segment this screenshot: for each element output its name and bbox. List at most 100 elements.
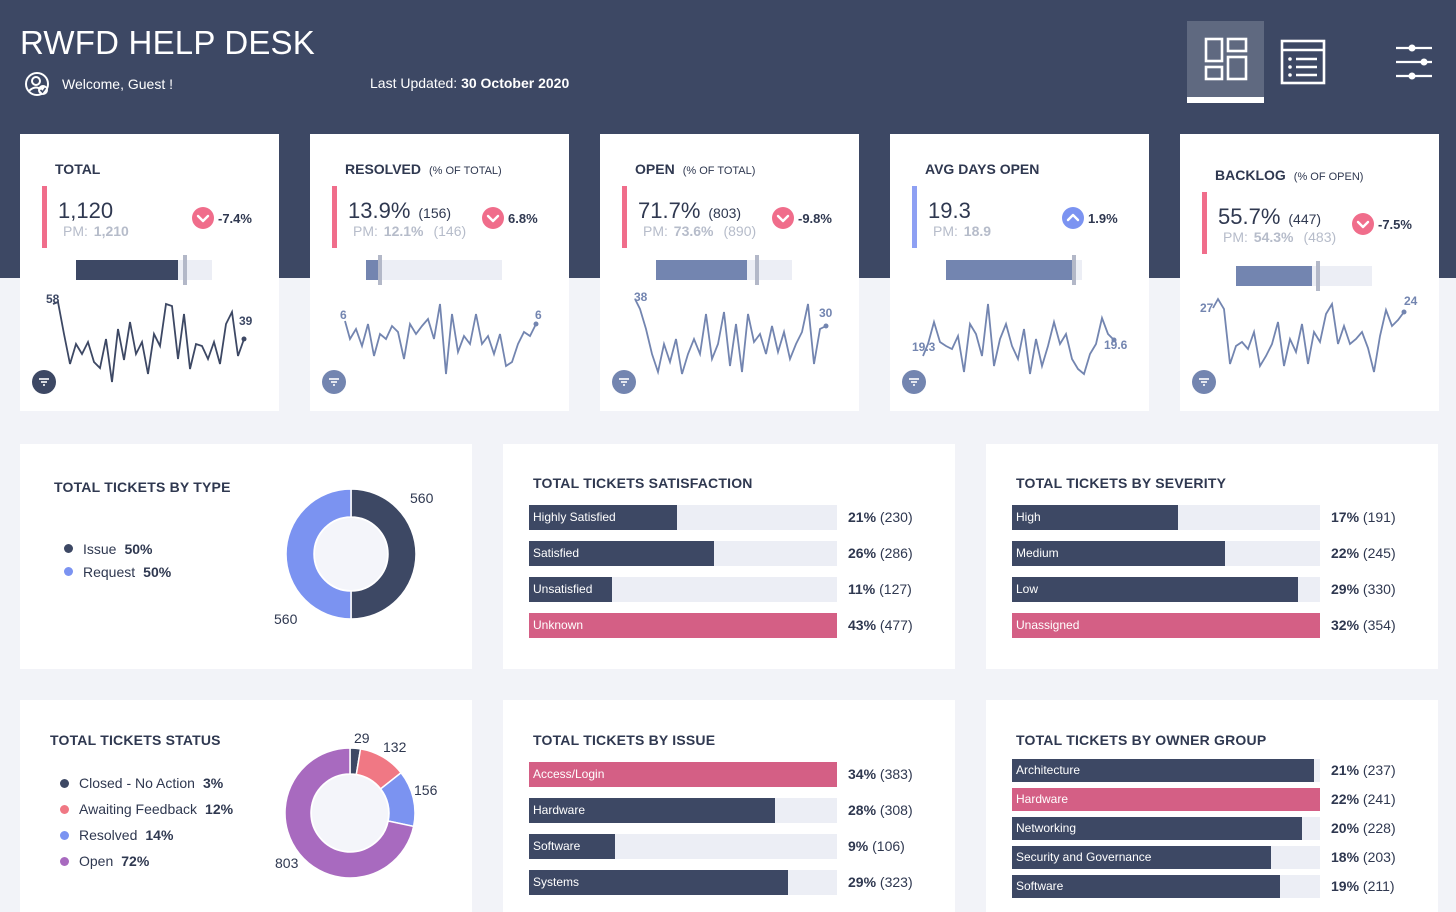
donut-label-awaiting: 132 <box>383 739 407 755</box>
bar-row-security-and-governance[interactable]: Security and Governance <box>1012 846 1320 869</box>
filter-button[interactable] <box>1192 370 1216 394</box>
kpi-prev-month: PM: 1,210 <box>63 223 129 239</box>
bar-label: Software <box>1016 879 1064 893</box>
legend-dot <box>64 567 73 576</box>
bar-row-access-login[interactable]: Access/Login <box>529 762 837 787</box>
bar-label: Networking <box>1016 821 1077 835</box>
kpi-progress-fill <box>1236 266 1313 286</box>
sparkline-end-dot <box>1111 337 1117 343</box>
sparkline-chart <box>52 300 247 383</box>
bar-row-high[interactable]: High <box>1012 505 1320 530</box>
bar-row-low[interactable]: Low <box>1012 577 1320 602</box>
arrow-down-icon <box>772 207 794 229</box>
panel-title: TOTAL TICKETS BY ISSUE <box>533 732 716 748</box>
kpi-prev-month: PM: 73.6% (890) <box>643 223 757 239</box>
spark-start-label: 19.3 <box>912 340 936 354</box>
bar-label: Software <box>533 839 581 853</box>
tickets-by-issue-panel: TOTAL TICKETS BY ISSUE Access/Login 34% (… <box>503 700 955 912</box>
sparkline-end-dot <box>1401 309 1407 315</box>
owner-group-panel: TOTAL TICKETS BY OWNER GROUP Architectur… <box>986 700 1438 912</box>
filter-button[interactable] <box>902 370 926 394</box>
panel-title: TOTAL TICKETS STATUS <box>50 732 221 748</box>
legend-item-closed: Closed - No Action 3% <box>60 770 233 796</box>
bar-fill <box>1012 577 1299 602</box>
status-legend: Closed - No Action 3% Awaiting Feedback 12… <box>60 770 233 874</box>
sparkline-chart <box>922 303 1117 376</box>
kpi-value: 71.7% (803) <box>638 198 742 223</box>
spark-end-label: 24 <box>1404 294 1418 308</box>
bar-fill <box>529 577 613 602</box>
filter-icon <box>909 378 919 386</box>
kpi-value: 1,120 <box>58 198 114 223</box>
bar-value: 17% (191) <box>1331 509 1396 525</box>
donut-label-resolved: 156 <box>414 782 438 798</box>
kpi-value: 13.9% (156) <box>348 198 452 223</box>
kpi-card-open: OPEN (% OF TOTAL) 71.7% (803) PM: 73.6% (89… <box>600 134 859 411</box>
bar-row-unsatisfied[interactable]: Unsatisfied <box>529 577 837 602</box>
kpi-progress-bar <box>946 255 1082 285</box>
sparkline-path <box>1212 297 1405 373</box>
kpi-label: RESOLVED (% OF TOTAL) <box>345 161 502 177</box>
donut-slice[interactable] <box>286 489 352 620</box>
kpi-accent-bar <box>912 186 917 248</box>
kpi-progress-fill <box>946 260 1076 280</box>
dashboard-view-button[interactable] <box>1187 21 1264 103</box>
bar-fill <box>1012 788 1320 811</box>
filter-icon <box>619 378 629 386</box>
bar-row-systems[interactable]: Systems <box>529 870 837 895</box>
arrow-up-icon <box>1062 207 1084 229</box>
kpi-accent-bar <box>1202 192 1207 254</box>
bar-fill <box>529 834 616 859</box>
bar-row-unknown[interactable]: Unknown <box>529 613 837 638</box>
bar-label: Systems <box>533 875 580 889</box>
legend-dot <box>64 544 73 553</box>
spark-end-label: 39 <box>239 314 253 328</box>
donut-slice[interactable] <box>350 489 417 620</box>
welcome-area: Welcome, Guest ! <box>24 71 173 97</box>
bar-row-satisfied[interactable]: Satisfied <box>529 541 837 566</box>
bar-row-software[interactable]: Software <box>1012 875 1320 898</box>
settings-button[interactable] <box>1375 21 1452 103</box>
legend-dot <box>60 778 69 788</box>
bar-row-hardware[interactable]: Hardware <box>529 798 837 823</box>
filter-button[interactable] <box>32 370 56 394</box>
bar-row-software[interactable]: Software <box>529 834 837 859</box>
donut-slice[interactable] <box>285 748 415 878</box>
bar-fill <box>1012 846 1271 869</box>
filter-button[interactable] <box>322 370 346 394</box>
kpi-prev-month: PM: 18.9 <box>933 223 992 239</box>
kpi-prev-month: PM: 54.3% (483) <box>1223 229 1337 245</box>
bar-row-highly-satisfied[interactable]: Highly Satisfied <box>529 505 837 530</box>
bar-row-hardware[interactable]: Hardware <box>1012 788 1320 811</box>
bar-label: Highly Satisfied <box>533 510 616 524</box>
user-avatar-icon[interactable] <box>24 71 50 97</box>
list-view-button[interactable] <box>1264 21 1341 103</box>
bar-fill <box>529 870 788 895</box>
type-legend: Issue 50% Request 50% <box>64 537 171 583</box>
kpi-label: TOTAL <box>55 161 101 177</box>
kpi-prev-month: PM: 12.1% (146) <box>353 223 467 239</box>
page-title: RWFD HELP DESK <box>20 24 315 61</box>
donut-label-closed: 29 <box>354 730 370 746</box>
kpi-progress-bar <box>76 255 212 285</box>
satisfaction-panel: TOTAL TICKETS SATISFACTION Highly Satisf… <box>503 444 955 669</box>
arrow-down-icon <box>192 207 214 229</box>
bar-row-architecture[interactable]: Architecture <box>1012 759 1320 782</box>
spark-end-label: 6 <box>535 308 542 322</box>
bar-row-unassigned[interactable]: Unassigned <box>1012 613 1320 638</box>
sparkline-end-dot <box>241 336 247 342</box>
bar-value: 21% (230) <box>848 509 913 525</box>
legend-item-awaiting: Awaiting Feedback 12% <box>60 796 233 822</box>
filter-button[interactable] <box>612 370 636 394</box>
kpi-progress-bar <box>1236 261 1372 291</box>
bar-row-networking[interactable]: Networking <box>1012 817 1320 840</box>
bar-value: 22% (245) <box>1331 545 1396 561</box>
spark-start-label: 27 <box>1200 301 1214 315</box>
bar-value: 34% (383) <box>848 766 913 782</box>
bar-value: 22% (241) <box>1331 791 1396 807</box>
bar-value: 11% (127) <box>848 581 912 597</box>
bar-row-medium[interactable]: Medium <box>1012 541 1320 566</box>
bar-value: 21% (237) <box>1331 762 1396 778</box>
panel-title: TOTAL TICKETS BY OWNER GROUP <box>1016 732 1267 748</box>
bar-fill <box>1012 613 1320 638</box>
